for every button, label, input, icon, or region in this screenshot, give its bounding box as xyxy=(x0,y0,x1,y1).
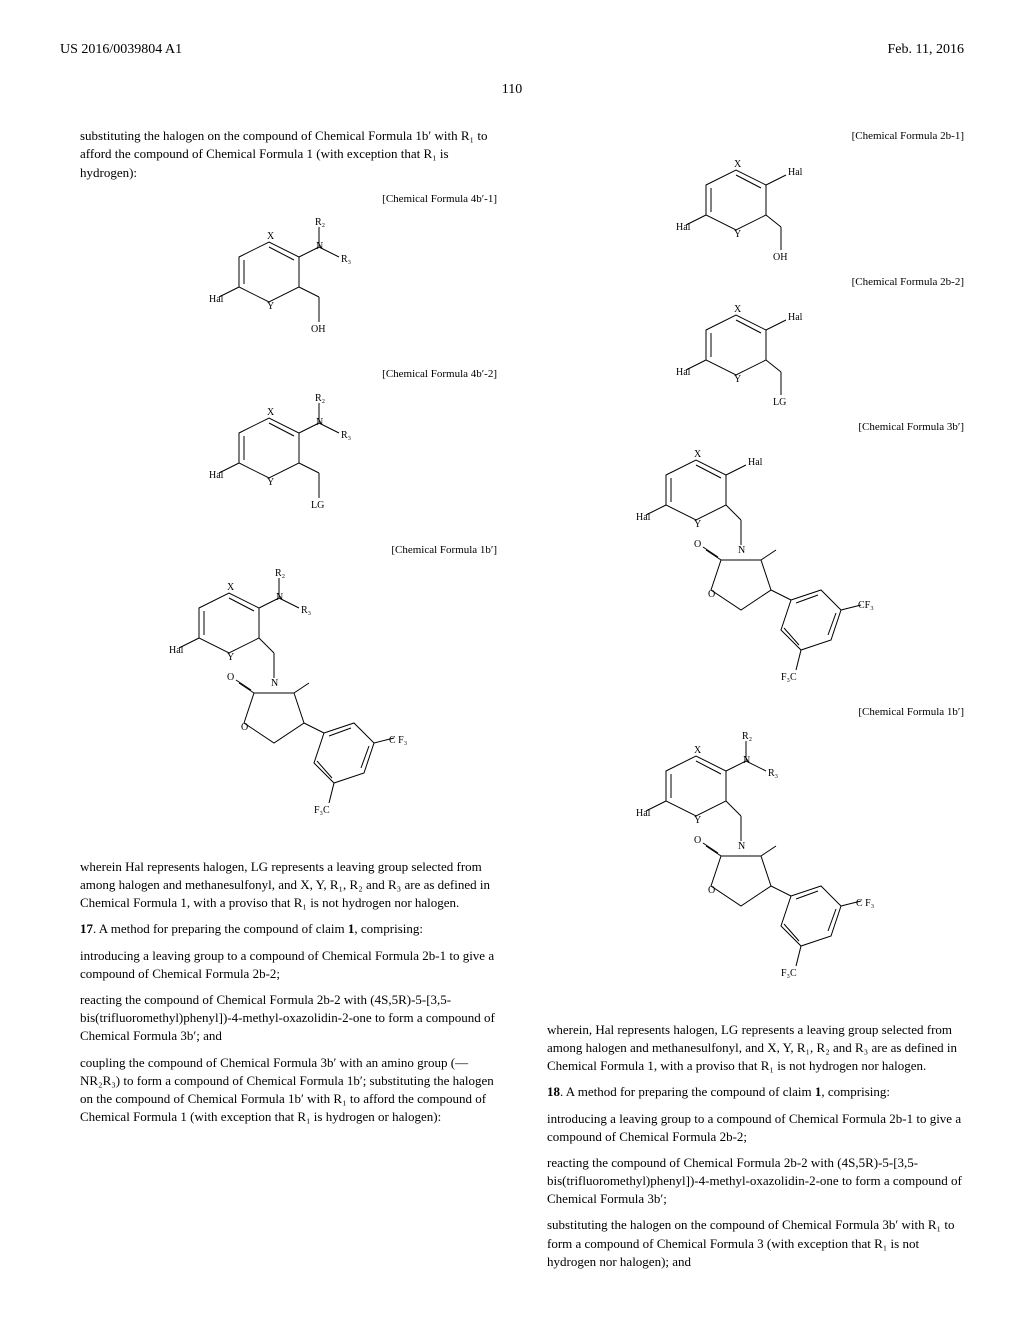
patent-number: US 2016/0039804 A1 xyxy=(60,40,182,60)
claim-17-end: , comprising: xyxy=(354,921,423,936)
claim-17-intro: 17. A method for preparing the compound … xyxy=(60,920,497,938)
svg-text:Y: Y xyxy=(734,374,741,385)
chem-structure-3b: Hal X Y Hal N O O CF₃ F₃C xyxy=(616,445,876,695)
svg-text:N: N xyxy=(316,417,323,428)
para-wherein-right: wherein, Hal represents halogen, LG repr… xyxy=(547,1021,964,1076)
claim-17-step-a: introducing a leaving group to a compoun… xyxy=(80,947,497,983)
claim-17-text: . A method for preparing the compound of… xyxy=(93,921,348,936)
svg-text:LG: LG xyxy=(311,500,324,511)
svg-text:F₃C: F₃C xyxy=(781,672,797,683)
svg-text:R₂: R₂ xyxy=(742,731,752,742)
svg-text:R₂: R₂ xyxy=(275,568,285,579)
svg-text:N: N xyxy=(738,545,745,556)
svg-text:F₃C: F₃C xyxy=(314,805,330,816)
svg-text:Hal: Hal xyxy=(676,222,691,233)
svg-text:N: N xyxy=(743,755,750,766)
svg-text:R₃: R₃ xyxy=(301,605,311,616)
svg-text:O: O xyxy=(694,835,701,846)
page-number: 110 xyxy=(60,80,964,100)
svg-text:Hal: Hal xyxy=(788,167,803,178)
claim-18-step-a: introducing a leaving group to a compoun… xyxy=(547,1110,964,1146)
svg-text:Y: Y xyxy=(267,477,274,488)
claim-17-step-b: reacting the compound of Chemical Formul… xyxy=(80,991,497,1046)
chem-structure-2b2: Hal X Y Hal LG xyxy=(656,300,836,410)
svg-text:O: O xyxy=(708,885,715,896)
svg-text:F₃C: F₃C xyxy=(781,968,797,979)
svg-text:Hal: Hal xyxy=(636,512,651,523)
svg-text:N: N xyxy=(316,241,323,252)
claim-18-intro: 18. A method for preparing the compound … xyxy=(527,1083,964,1101)
svg-text:LG: LG xyxy=(773,397,786,408)
claim-18-step-c: substituting the halogen on the compound… xyxy=(547,1216,964,1271)
svg-text:C F₃: C F₃ xyxy=(389,735,407,746)
svg-text:X: X xyxy=(267,407,275,418)
chem-structure-1b-right: Hal X Y R₂ N R₃ N O O C F₃ F₃C xyxy=(616,731,876,1011)
svg-text:OH: OH xyxy=(773,252,787,263)
chem-structure-4b2: Hal X Y R₂ N R₃ LG xyxy=(179,393,379,533)
chem-structure-4b1: Hal X Y R₂ N R₃ OH xyxy=(179,217,379,357)
chem-structure-1b-left: Hal X Y R₂ N R₃ N O O C F₃ F₃C xyxy=(149,568,409,848)
svg-text:X: X xyxy=(734,159,742,170)
svg-text:Y: Y xyxy=(267,301,274,312)
svg-text:O: O xyxy=(694,539,701,550)
svg-text:CF₃: CF₃ xyxy=(858,600,874,611)
svg-text:R₃: R₃ xyxy=(768,768,778,779)
svg-text:X: X xyxy=(694,745,702,756)
chem-label-4b1: [Chemical Formula 4b′-1] xyxy=(60,192,497,207)
svg-text:Hal: Hal xyxy=(788,312,803,323)
svg-text:Hal: Hal xyxy=(748,457,763,468)
claim-17-number: 17 xyxy=(80,921,93,936)
chem-label-2b1: [Chemical Formula 2b-1] xyxy=(527,129,964,144)
chem-label-4b2: [Chemical Formula 4b′-2] xyxy=(60,367,497,382)
svg-text:OH: OH xyxy=(311,324,325,335)
svg-text:X: X xyxy=(227,582,235,593)
right-column: [Chemical Formula 2b-1] Hal X Y Hal OH [… xyxy=(527,119,964,1279)
svg-text:O: O xyxy=(227,672,234,683)
claim-18-step-b: reacting the compound of Chemical Formul… xyxy=(547,1154,964,1209)
svg-text:Hal: Hal xyxy=(209,470,224,481)
svg-text:Y: Y xyxy=(694,519,701,530)
svg-text:Y: Y xyxy=(694,815,701,826)
claim-18-end: , comprising: xyxy=(821,1084,890,1099)
chem-label-1b-right: [Chemical Formula 1b′] xyxy=(527,705,964,720)
para-wherein-left: wherein Hal represents halogen, LG repre… xyxy=(80,858,497,913)
page-header: US 2016/0039804 A1 Feb. 11, 2016 xyxy=(60,40,964,60)
svg-text:N: N xyxy=(271,678,278,689)
para-substituting: substituting the halogen on the compound… xyxy=(80,127,497,182)
chem-label-2b2: [Chemical Formula 2b-2] xyxy=(527,275,964,290)
svg-text:Y: Y xyxy=(227,652,234,663)
chem-label-3b: [Chemical Formula 3b′] xyxy=(527,420,964,435)
svg-text:R₃: R₃ xyxy=(341,254,351,265)
svg-text:Hal: Hal xyxy=(636,808,651,819)
svg-text:X: X xyxy=(694,449,702,460)
svg-text:Hal: Hal xyxy=(676,367,691,378)
svg-text:R₂: R₂ xyxy=(315,217,325,228)
chem-label-1b-left: [Chemical Formula 1b′] xyxy=(60,543,497,558)
claim-18-number: 18 xyxy=(547,1084,560,1099)
svg-text:N: N xyxy=(738,841,745,852)
left-column: substituting the halogen on the compound… xyxy=(60,119,497,1279)
svg-text:O: O xyxy=(241,722,248,733)
svg-text:Y: Y xyxy=(734,229,741,240)
chem-structure-2b1: Hal X Y Hal OH xyxy=(656,155,836,265)
svg-text:Hal: Hal xyxy=(169,645,184,656)
svg-text:N: N xyxy=(276,592,283,603)
claim-18-text: . A method for preparing the compound of… xyxy=(560,1084,815,1099)
svg-text:X: X xyxy=(267,231,275,242)
claim-17-step-c: coupling the compound of Chemical Formul… xyxy=(80,1054,497,1127)
svg-text:R₃: R₃ xyxy=(341,430,351,441)
svg-text:R₂: R₂ xyxy=(315,393,325,404)
publication-date: Feb. 11, 2016 xyxy=(888,40,964,60)
svg-text:C F₃: C F₃ xyxy=(856,898,874,909)
svg-text:O: O xyxy=(708,589,715,600)
svg-text:Hal: Hal xyxy=(209,294,224,305)
svg-text:X: X xyxy=(734,304,742,315)
two-column-layout: substituting the halogen on the compound… xyxy=(60,119,964,1279)
